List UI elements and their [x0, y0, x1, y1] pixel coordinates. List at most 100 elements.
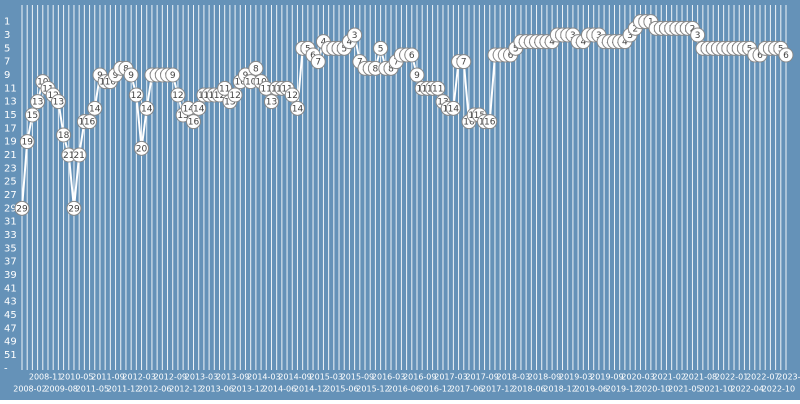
rank-label: 3	[570, 31, 576, 41]
rank-point	[430, 80, 446, 96]
rank-label: 4	[549, 38, 555, 48]
rank-label: 6	[783, 51, 789, 61]
rank-point	[87, 100, 103, 116]
y-tick-label: 31	[4, 217, 17, 228]
x-tick-label: 2015-06	[325, 385, 358, 394]
rank-label: 12	[229, 91, 240, 101]
rank-label: 4	[321, 38, 327, 48]
rank-label: 21	[73, 151, 84, 161]
rank-point	[690, 27, 706, 43]
rank-label: 14	[292, 104, 304, 114]
rank-point	[128, 87, 144, 103]
rank-point	[14, 200, 30, 216]
rank-point	[66, 200, 82, 216]
x-tick-label: 2022-04	[731, 385, 764, 394]
x-tick-label: 2014-03	[247, 373, 280, 382]
x-tick-label: 2017-12	[481, 385, 514, 394]
x-tick-label: 2020-03	[621, 373, 654, 382]
rank-point	[404, 47, 420, 63]
rank-point	[191, 100, 207, 116]
x-tick-label: 2018-09	[528, 373, 561, 382]
rank-label: 11	[432, 84, 443, 94]
y-tick-label: 5	[4, 43, 10, 54]
rank-label: 11	[42, 84, 53, 94]
rank-label: 21	[63, 151, 74, 161]
x-tick-label: 2012-09	[154, 373, 187, 382]
x-tick-label: 2013-06	[200, 385, 233, 394]
rank-label: 19	[21, 138, 33, 148]
rank-label: 16	[463, 118, 475, 128]
x-tick-label: 2009-08	[44, 385, 77, 394]
rank-point	[134, 140, 150, 156]
x-tick-label: 2015-12	[356, 385, 389, 394]
y-tick-label: 51	[4, 350, 17, 361]
rank-label: 13	[437, 98, 448, 108]
rank-point	[445, 100, 461, 116]
x-tick-label: 2012-12	[169, 385, 202, 394]
rank-label: 9	[414, 71, 420, 81]
rank-label: 9	[97, 71, 103, 81]
rank-label: 8	[388, 64, 394, 74]
rank-label: 5	[378, 44, 384, 54]
rank-label: 5	[513, 44, 519, 54]
rank-point	[347, 27, 363, 43]
rank-label: 4	[347, 38, 353, 48]
y-tick-label: 23	[4, 163, 17, 174]
rank-label: 11	[261, 84, 272, 94]
rank-label: 8	[123, 64, 129, 74]
rank-label: 10	[37, 78, 49, 88]
x-tick-label: 2008-11	[29, 373, 62, 382]
rank-label: 10	[105, 78, 117, 88]
rank-label: 8	[253, 64, 259, 74]
rank-label: 5	[341, 44, 347, 54]
rank-label: 7	[461, 58, 467, 68]
rank-label: 10	[255, 78, 267, 88]
rank-label: 5	[305, 44, 311, 54]
x-tick-label: 2019-06	[575, 385, 608, 394]
x-tick-label: 2017-03	[434, 373, 467, 382]
y-tick-label: 1	[4, 17, 10, 28]
rank-point	[139, 100, 155, 116]
x-tick-label: 2016-12	[419, 385, 452, 394]
rank-point	[456, 54, 472, 70]
x-tick-label: 2012-06	[138, 385, 171, 394]
rank-label: 6	[409, 51, 415, 61]
rank-label: 12	[47, 91, 58, 101]
y-tick-label: 3	[4, 30, 10, 41]
x-tick-label: 2018-06	[512, 385, 545, 394]
rank-label: 6	[508, 51, 514, 61]
rank-label: 12	[287, 91, 298, 101]
rank-label: 14	[183, 104, 195, 114]
rank-point	[284, 87, 300, 103]
y-tick-label: 41	[4, 283, 17, 294]
rank-label: 7	[357, 58, 363, 68]
y-tick-label: 49	[4, 337, 17, 348]
rank-label: 20	[136, 144, 148, 154]
y-tick-label: 9	[4, 70, 10, 81]
x-tick-label: 2021-10	[699, 385, 732, 394]
x-tick-label: 2019-03	[559, 373, 592, 382]
x-tick-label: 2018-03	[497, 373, 530, 382]
rank-label: 16	[84, 118, 96, 128]
rank-point	[30, 94, 46, 110]
rank-point	[170, 87, 186, 103]
rank-point	[123, 67, 139, 83]
rank-label: 15	[474, 111, 485, 121]
rank-point	[71, 147, 87, 163]
rank-label: 14	[89, 104, 101, 114]
y-tick-label: 33	[4, 230, 17, 241]
x-tick-label: 2012-03	[122, 373, 155, 382]
rank-label: 13	[266, 98, 277, 108]
rank-point	[248, 60, 264, 76]
rank-point	[289, 100, 305, 116]
rank-label: 15	[177, 111, 188, 121]
x-tick-label: 2017-06	[450, 385, 483, 394]
rank-label: 11	[219, 84, 230, 94]
y-tick-label: 11	[4, 83, 17, 94]
rank-point	[186, 114, 202, 130]
y-tick-label: 19	[4, 137, 17, 148]
rank-point	[310, 54, 326, 70]
x-tick-label: 2021-02	[653, 373, 686, 382]
y-tick-label: 47	[4, 323, 17, 334]
